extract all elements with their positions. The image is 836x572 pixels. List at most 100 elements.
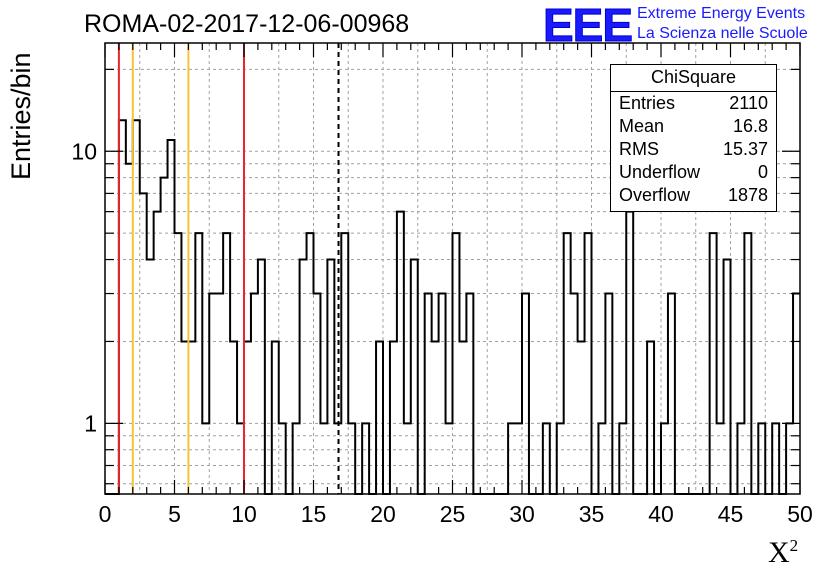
histogram-bin [404,423,411,494]
stats-value: 2110 [729,93,768,113]
histogram-bin [251,294,258,494]
histogram-bin [439,294,446,494]
y-axis-ticks: 1 10 [71,68,800,485]
histogram-bin [724,260,731,494]
histogram-bin [175,233,182,494]
histogram-bin [744,233,751,494]
x-tick-label: 5 [168,501,181,527]
stats-value: 0 [757,162,768,182]
histogram-bin [585,233,592,494]
histogram-bin [181,341,188,494]
histogram-bin [244,341,251,494]
histogram-bin [466,294,473,494]
stats-divider [611,91,776,92]
histogram-bin [515,423,522,494]
histogram-bin [168,140,175,494]
stats-row-mean: Mean 16.8 [619,116,768,138]
histogram-bin [661,423,668,494]
histogram-bin [188,341,195,494]
x-axis-ticks: 0 5 10 15 20 25 30 35 40 45 50 [99,43,813,527]
histogram-bin [237,423,244,494]
stats-value: 15.37 [722,139,768,159]
stats-key: Mean [619,116,665,136]
histogram-bin [279,423,286,494]
histogram-bin [626,212,633,494]
y-axis-label: Entries/bin [6,52,36,180]
y-tick-label: 10 [71,138,97,164]
stats-title: ChiSquare [650,67,737,87]
histogram-bin [647,341,654,494]
histogram-bin [508,423,515,494]
histogram-bin [195,233,202,494]
histogram-bin [119,120,126,494]
stats-row-underflow: Underflow 0 [619,162,768,184]
stats-value: 16.8 [732,116,768,136]
y-tick-label: 1 [84,410,97,436]
histogram-bin [230,341,237,494]
stats-key: RMS [619,139,659,159]
histogram-bin [543,423,550,494]
histogram-bin [362,423,369,494]
histogram-bin [522,294,529,494]
histogram-bin [668,294,675,494]
eee-logo: EEE [542,0,633,51]
histogram-bin [397,212,404,494]
histogram-bin [126,164,133,494]
histogram-bin [425,294,432,494]
histogram-bin [320,423,327,494]
histogram-bin [223,233,230,494]
histogram-bin [564,233,571,494]
histogram-bin [300,260,307,494]
histogram-bin [459,341,466,494]
histogram-bin [202,423,209,494]
histogram-bin [216,294,223,494]
histogram-bin [772,423,779,494]
histogram-bin [446,423,453,494]
histogram-bin [209,294,216,494]
logo-line-1: Extreme Energy Events [637,5,806,22]
histogram-bin [307,233,314,494]
x-axis-label-main: X [768,536,790,569]
x-tick-label: 30 [509,501,535,527]
stats-row-overflow: Overflow 1878 [619,185,768,207]
histogram-bin [341,233,348,494]
histogram-bin [161,178,168,494]
histogram-bin [390,341,397,494]
x-tick-label: 10 [231,501,257,527]
stats-key: Underflow [619,162,701,182]
histogram-bin [737,423,744,494]
stats-row-entries: Entries 2110 [619,93,768,115]
histogram-bin [571,294,578,494]
reference-lines [117,43,340,494]
histogram-bin [348,423,355,494]
histogram-bin [376,341,383,494]
x-tick-label: 35 [579,501,605,527]
histogram-bin [258,260,265,494]
histogram-bin [140,193,147,494]
histogram-bin [154,212,161,494]
histogram-bin [133,120,140,494]
histogram-bin [557,423,564,494]
x-tick-label: 45 [718,501,744,527]
chart-title: ROMA-02-2017-12-06-00968 [84,10,410,38]
histogram-bin [411,260,418,494]
histogram-bin [717,423,724,494]
histogram-bin [327,260,334,494]
x-tick-label: 25 [440,501,466,527]
histogram-bin [793,294,800,494]
stats-box: ChiSquare Entries 2110 Mean 16.8 RMS 15.37 … [610,64,777,212]
stats-key: Entries [619,93,676,113]
x-axis-label: X2 [768,536,798,570]
stats-key: Overflow [619,185,691,205]
x-axis-label-sup: 2 [789,536,799,555]
x-tick-label: 50 [787,501,813,527]
histogram-bin [453,233,460,494]
stats-value: 1878 [727,185,768,205]
histogram-bin [619,423,626,494]
x-tick-label: 15 [301,501,327,527]
histogram-bin [605,294,612,494]
histogram-bin [758,423,765,494]
histogram-bin [710,233,717,494]
histogram-bin [432,341,439,494]
